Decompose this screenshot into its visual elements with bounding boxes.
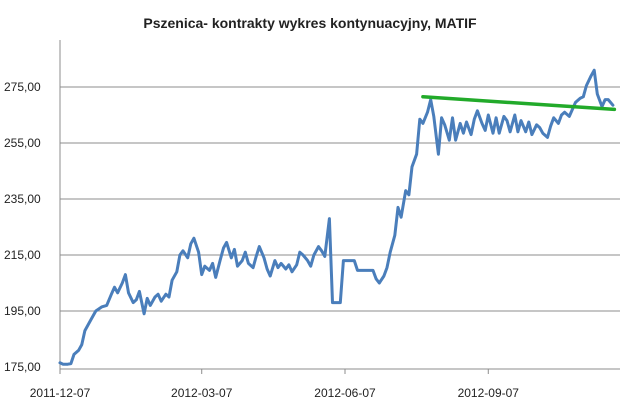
gridlines — [60, 86, 620, 312]
x-tick-label: 2011-12-07 — [30, 386, 91, 400]
y-tick-label: 255,00 — [4, 136, 41, 150]
series-layer — [58, 68, 617, 366]
x-tick-label: 2012-09-07 — [458, 386, 520, 400]
y-tick-label: 195,00 — [4, 304, 41, 318]
y-tick-label: 275,00 — [4, 80, 41, 94]
y-tick-label: 215,00 — [4, 248, 41, 262]
price-line — [58, 68, 615, 366]
tick-labels: 175,00 195,00 215,00 235,00 255,00 275,00 2011… — [4, 80, 520, 400]
trend-line — [421, 95, 617, 112]
x-tick-label: 2012-06-07 — [314, 386, 376, 400]
y-tick-label: 175,00 — [4, 360, 41, 374]
x-tick-label: 2012-03-07 — [171, 386, 233, 400]
y-tick-label: 235,00 — [4, 192, 41, 206]
axes — [59, 40, 620, 374]
chart-title: Pszenica- kontrakty wykres kontynuacyjny… — [143, 15, 477, 31]
